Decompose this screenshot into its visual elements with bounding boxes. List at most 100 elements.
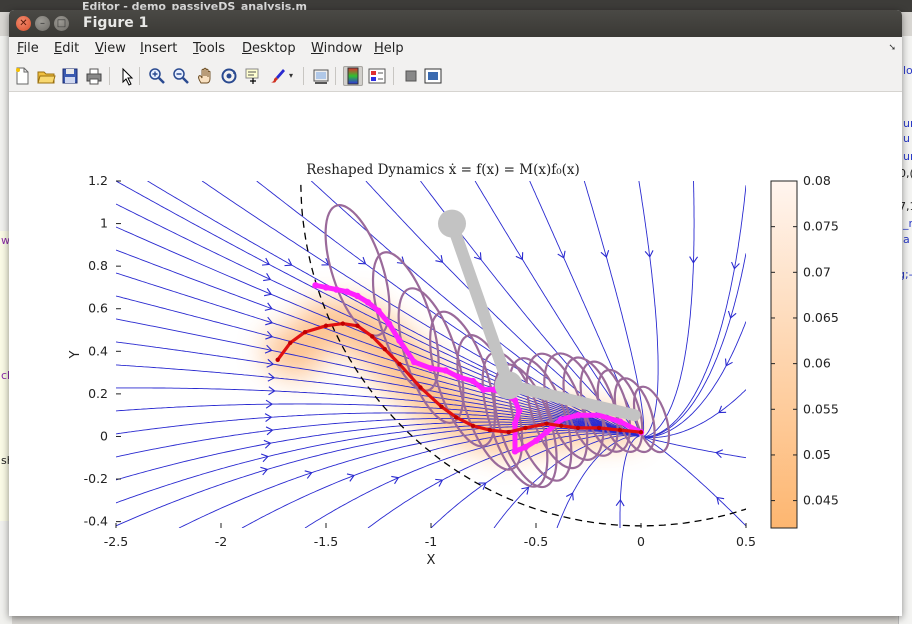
menu-insert[interactable]: Insert xyxy=(140,41,178,56)
streamline-arrow xyxy=(521,486,530,495)
y-tick-label: 0.2 xyxy=(88,386,108,401)
maximize-window-button[interactable]: □ xyxy=(54,16,69,31)
colorbar-button[interactable] xyxy=(343,66,363,86)
background-window-title: Editor - demo_passiveDS_analysis.m xyxy=(82,0,307,13)
dock-arrow-icon[interactable]: ➘ xyxy=(888,43,896,53)
menu-tools[interactable]: Tools xyxy=(193,41,226,56)
chart-title: Reshaped Dynamics ẋ = f(x) = M(x)f₀(x) xyxy=(306,162,580,178)
streamline-arrow xyxy=(435,478,444,487)
magenta-point xyxy=(469,377,477,385)
streamline xyxy=(474,181,640,436)
streamline-arrow xyxy=(265,399,274,409)
brush-dropdown-icon[interactable]: ▾ xyxy=(289,71,294,80)
hide-plot-tools-button[interactable] xyxy=(401,66,421,86)
streamline xyxy=(642,436,746,527)
new-figure-button[interactable] xyxy=(12,66,32,86)
show-plot-tools-icon xyxy=(424,68,442,84)
red-trajectory-line xyxy=(276,322,642,434)
background-code-fragment: u xyxy=(903,132,910,145)
print-button[interactable] xyxy=(84,66,104,86)
magenta-point xyxy=(442,367,449,374)
menu-desktop[interactable]: Desktop xyxy=(242,41,296,56)
magenta-point xyxy=(385,320,393,327)
streamline-arrow xyxy=(715,449,724,459)
save-button[interactable] xyxy=(60,66,80,86)
show-plot-tools-button[interactable] xyxy=(423,66,443,86)
data-cursor-icon xyxy=(245,68,259,84)
streamline xyxy=(116,341,640,437)
streamline xyxy=(619,435,640,528)
window-titlebar[interactable]: ✕ – □ Figure 1 xyxy=(9,10,902,37)
covariance-ellipse xyxy=(397,287,465,424)
streamline-arrow xyxy=(358,256,367,265)
open-file-icon xyxy=(37,71,56,84)
background-code-fragment: ur xyxy=(903,117,912,130)
minimize-window-button[interactable]: – xyxy=(35,16,50,31)
magenta-point xyxy=(333,286,340,293)
streamline-arrow xyxy=(727,310,737,319)
streamline-arrow xyxy=(478,482,487,490)
zoom-out-icon xyxy=(173,68,189,84)
menu-window[interactable]: Window xyxy=(311,41,363,56)
magenta-point xyxy=(455,373,462,381)
streamline xyxy=(116,203,638,436)
y-tick-label: 0 xyxy=(100,428,108,443)
covariance-ellipse xyxy=(429,310,496,448)
streamline-arrow xyxy=(304,470,313,479)
menu-file[interactable]: File xyxy=(17,41,39,56)
streamline xyxy=(116,295,638,436)
x-tick-label: -2.5 xyxy=(104,534,128,549)
reshaped-dynamics-chart[interactable]: -2.5 -2 -1.5 -1 -0.5 0 0.5 -0.4 -0.2 0 0.2 0.4 0.6 0.… xyxy=(9,92,902,616)
streamline-arrow xyxy=(260,453,269,463)
zoom-in-button[interactable] xyxy=(147,66,167,86)
colorbar[interactable] xyxy=(770,180,798,529)
red-point xyxy=(470,423,476,429)
pan-hand-button[interactable] xyxy=(195,66,215,86)
background-code-fragment: ur xyxy=(903,150,912,163)
legend-button[interactable] xyxy=(367,66,387,86)
red-point xyxy=(506,430,511,435)
streamline-arrow xyxy=(600,249,610,258)
arrow-pointer-button[interactable] xyxy=(117,66,137,86)
streamline-arrow xyxy=(473,252,482,261)
colorbar-tick-label: 0.08 xyxy=(803,173,831,188)
robot-arm-joint xyxy=(494,371,523,400)
robot-arm-joint xyxy=(438,209,466,238)
streamline-arrow xyxy=(264,287,273,297)
brush-button[interactable]: ▾ xyxy=(267,66,293,86)
red-point xyxy=(397,361,402,367)
streamline-arrow xyxy=(263,439,272,449)
magenta-point xyxy=(427,365,435,372)
streamline xyxy=(430,433,640,528)
magenta-point xyxy=(511,420,519,427)
toolbar-separator xyxy=(335,67,336,85)
link-plot-button[interactable] xyxy=(311,66,331,86)
streamline-arrow xyxy=(268,386,276,396)
zoom-out-button[interactable] xyxy=(171,66,191,86)
background-code-fragment: 7,1 xyxy=(899,200,912,213)
colorbar-tick-label: 0.075 xyxy=(803,219,839,234)
streamline-arrow xyxy=(265,316,274,326)
y-tick-label: 0.6 xyxy=(88,301,108,316)
red-trajectory xyxy=(275,321,644,435)
streamline xyxy=(116,272,639,437)
menu-view[interactable]: View xyxy=(95,41,126,56)
menu-help[interactable]: Help xyxy=(374,41,404,56)
red-point xyxy=(288,340,293,345)
open-file-button[interactable] xyxy=(36,66,56,86)
streamline xyxy=(116,425,639,527)
streamline-arrow xyxy=(266,358,275,368)
figure-toolbar: ▾ xyxy=(9,61,902,92)
rotate-3d-icon xyxy=(221,68,237,84)
magenta-trajectory xyxy=(312,282,645,455)
magenta-point xyxy=(511,448,519,455)
y-tick-label: -0.4 xyxy=(84,514,108,529)
y-tick-label: -0.2 xyxy=(84,471,108,486)
close-window-button[interactable]: ✕ xyxy=(16,16,31,31)
rotate-3d-button[interactable] xyxy=(219,66,239,86)
y-tick-label: 0.8 xyxy=(88,258,108,273)
covariance-ellipse xyxy=(324,204,391,337)
data-cursor-button[interactable] xyxy=(243,66,263,86)
menu-edit[interactable]: Edit xyxy=(54,41,80,56)
streamline xyxy=(583,181,645,437)
